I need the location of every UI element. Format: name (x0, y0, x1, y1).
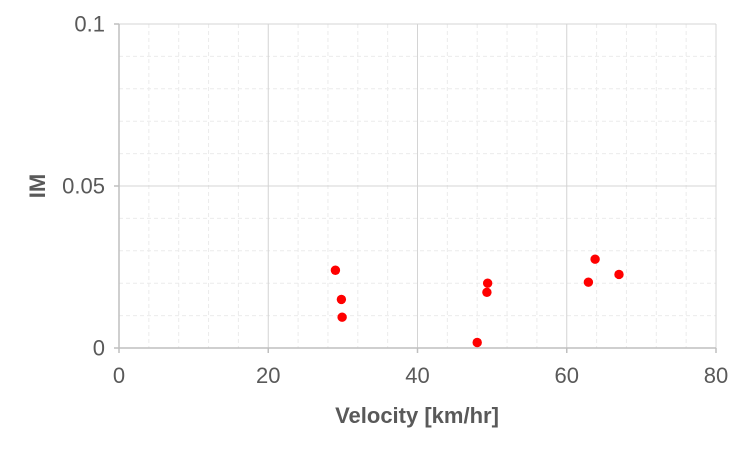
data-point (583, 277, 594, 287)
data-point (614, 269, 624, 280)
y-tick-label: 0.1 (74, 12, 105, 37)
y-tick-label: 0 (93, 336, 105, 361)
data-point (590, 254, 600, 264)
x-tick-label: 60 (555, 363, 579, 388)
data-point (482, 278, 493, 288)
x-tick-label: 20 (256, 363, 280, 388)
data-point (472, 337, 482, 348)
data-point (337, 312, 347, 322)
x-tick-label: 0 (113, 363, 125, 388)
data-point (482, 287, 492, 297)
x-axis-title: Velocity [km/hr] (335, 403, 499, 428)
y-axis-title: IM (25, 173, 50, 199)
y-tick-label: 0.05 (62, 174, 105, 199)
x-tick-label: 80 (704, 363, 728, 388)
data-point (336, 294, 347, 305)
x-tick-label: 40 (405, 363, 429, 388)
data-point (330, 265, 341, 275)
